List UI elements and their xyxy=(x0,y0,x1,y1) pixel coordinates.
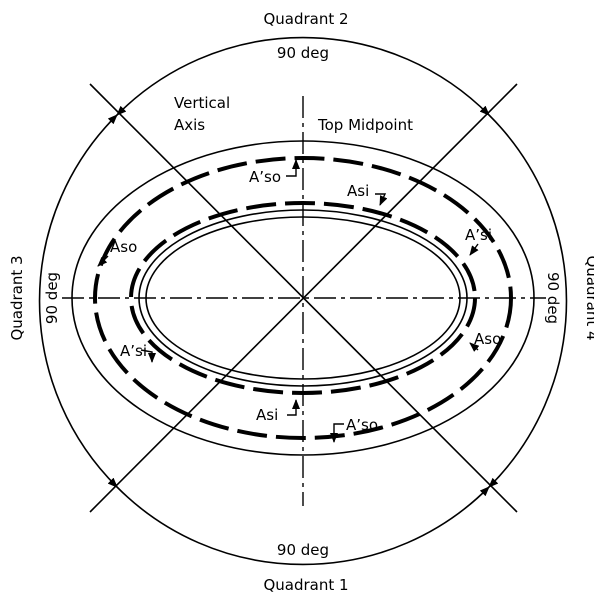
arc-quadrant-1 xyxy=(107,477,490,566)
leader-aso-bottom xyxy=(330,423,344,443)
callout-aso-top: A’so xyxy=(249,168,281,186)
outer-ellipse xyxy=(71,140,535,456)
inner-reinforcement-dashed xyxy=(129,201,477,395)
callout-asi-top: Asi xyxy=(347,182,369,200)
callout-asi-bottom: Asi xyxy=(256,406,278,424)
vertical-axis-label-line2: Axis xyxy=(174,116,205,134)
callout-aso-left: Aso xyxy=(110,238,137,256)
vertical-axis-label-line1: Vertical xyxy=(174,94,230,112)
outer-reinforcement-dashed xyxy=(93,156,513,440)
leader-aso-left xyxy=(97,255,109,267)
quadrant-1-label: Quadrant 1 xyxy=(263,576,348,594)
callout-asi-right: A’si xyxy=(465,226,492,244)
arc-quadrant-3 xyxy=(38,105,127,488)
deg-label-top: 90 deg xyxy=(277,44,329,62)
leader-asi-bottom xyxy=(287,399,300,416)
arc-quadrant-2 xyxy=(107,36,490,125)
quadrant-3-label: Quadrant 3 xyxy=(8,255,26,340)
leader-asi-right xyxy=(469,243,479,256)
arc-quadrant-4 xyxy=(479,105,568,488)
inner-ellipse-2 xyxy=(145,216,461,380)
callout-aso-bottom: A’so xyxy=(346,416,378,434)
top-midpoint-label: Top Midpoint xyxy=(317,116,413,134)
deg-label-bottom: 90 deg xyxy=(277,541,329,559)
deg-label-left: 90 deg xyxy=(43,272,61,324)
leader-asi-top xyxy=(375,193,388,206)
quadrant-4-label: Quadrant 4 xyxy=(583,255,594,340)
callout-asi-left: A’si xyxy=(120,342,147,360)
leader-asi-left xyxy=(140,349,156,363)
deg-label-right: 90 deg xyxy=(544,272,562,324)
leader-aso-right xyxy=(469,342,480,352)
callout-aso-right: Aso xyxy=(474,330,501,348)
leader-aso-top xyxy=(286,159,300,177)
inner-ellipse-1 xyxy=(138,209,468,387)
quadrant-2-label: Quadrant 2 xyxy=(263,10,348,28)
